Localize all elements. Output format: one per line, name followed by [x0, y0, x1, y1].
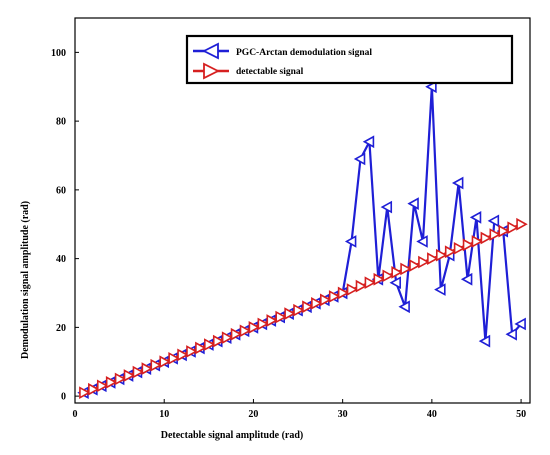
- data-point: [114, 372, 127, 386]
- data-point: [425, 80, 437, 94]
- data-point: [364, 276, 377, 290]
- data-point: [337, 286, 350, 300]
- data-point: [328, 290, 341, 303]
- data-point: [79, 386, 91, 400]
- data-point: [471, 235, 484, 248]
- data-point: [195, 341, 207, 355]
- y-tick-label: 0: [61, 392, 66, 403]
- legend-label-pgc: PGC-Arctan demodulation signal: [236, 48, 372, 58]
- series-layer: [77, 80, 528, 400]
- data-point: [105, 376, 118, 389]
- data-point: [507, 221, 519, 235]
- data-point: [498, 224, 510, 238]
- data-point: [391, 266, 403, 279]
- data-point: [221, 331, 234, 345]
- data-point: [444, 245, 457, 259]
- data-point: [230, 327, 243, 341]
- data-point: [159, 355, 171, 369]
- x-tick-label: 10: [159, 409, 169, 420]
- data-point: [478, 334, 491, 348]
- legend-marker-pgc: [201, 42, 219, 60]
- data-point: [284, 307, 296, 320]
- data-point: [516, 217, 528, 231]
- data-point: [346, 283, 359, 296]
- data-point: [434, 283, 446, 296]
- data-point: [311, 296, 323, 310]
- data-point: [398, 300, 410, 314]
- x-tick-label: 20: [248, 409, 258, 420]
- data-point: [514, 317, 526, 331]
- y-axis-label: Demodulation signal amplitude (rad): [20, 201, 31, 359]
- series-1: [79, 217, 528, 400]
- data-point: [362, 135, 375, 149]
- data-point: [344, 235, 357, 248]
- data-point: [204, 338, 216, 351]
- series-line: [83, 85, 522, 394]
- data-point: [409, 259, 421, 272]
- data-point: [141, 362, 154, 375]
- data-point: [505, 327, 517, 341]
- data-point: [168, 351, 180, 365]
- data-point: [123, 369, 136, 382]
- data-point: [418, 255, 430, 269]
- ticks: 0 10 20 30 40 50 0 20 40 60 80 100: [51, 48, 526, 420]
- x-tick-label: 0: [73, 409, 78, 420]
- data-point: [380, 200, 393, 214]
- y-tick-label: 60: [56, 185, 66, 196]
- data-point: [435, 248, 448, 262]
- data-point: [248, 321, 261, 334]
- data-point: [186, 345, 198, 358]
- series-0: [77, 80, 526, 400]
- data-point: [320, 293, 332, 307]
- data-point: [302, 300, 314, 314]
- legend-label-detectable: detectable signal: [236, 67, 304, 77]
- data-point: [451, 176, 464, 190]
- data-point: [353, 152, 366, 166]
- data-point: [96, 379, 109, 393]
- data-point: [427, 252, 439, 265]
- data-point: [239, 324, 252, 338]
- data-point: [212, 334, 225, 348]
- y-tick-label: 80: [56, 117, 66, 128]
- plot-frame: [74, 17, 531, 404]
- data-point: [462, 238, 475, 252]
- data-point: [88, 382, 100, 396]
- data-point: [373, 272, 385, 286]
- data-point: [293, 303, 305, 317]
- data-point: [275, 310, 287, 324]
- y-tick-label: 100: [51, 48, 66, 59]
- y-tick-label: 40: [56, 254, 66, 265]
- data-point: [257, 317, 270, 331]
- data-point: [177, 348, 189, 362]
- data-point: [132, 365, 145, 379]
- x-axis-label: Detectable signal amplitude (rad): [161, 430, 304, 441]
- x-tick-label: 50: [516, 409, 526, 420]
- data-point: [382, 269, 394, 283]
- data-point: [389, 276, 401, 290]
- data-point: [489, 228, 501, 241]
- y-tick-label: 20: [56, 323, 66, 334]
- data-point: [453, 241, 466, 255]
- x-tick-label: 30: [338, 409, 348, 420]
- data-point: [487, 214, 500, 228]
- data-point: [480, 231, 493, 245]
- x-tick-label: 40: [427, 409, 437, 420]
- data-point: [355, 279, 368, 293]
- data-point: [266, 314, 278, 327]
- data-point: [150, 358, 162, 372]
- data-point: [416, 235, 428, 248]
- data-point: [407, 197, 419, 210]
- data-point: [460, 272, 473, 286]
- legend: PGC-Arctan demodulation signal detectabl…: [185, 34, 514, 85]
- data-point: [469, 211, 482, 224]
- data-point: [400, 262, 412, 276]
- legend-box: [185, 34, 514, 85]
- legend-marker-detectable: [203, 62, 221, 80]
